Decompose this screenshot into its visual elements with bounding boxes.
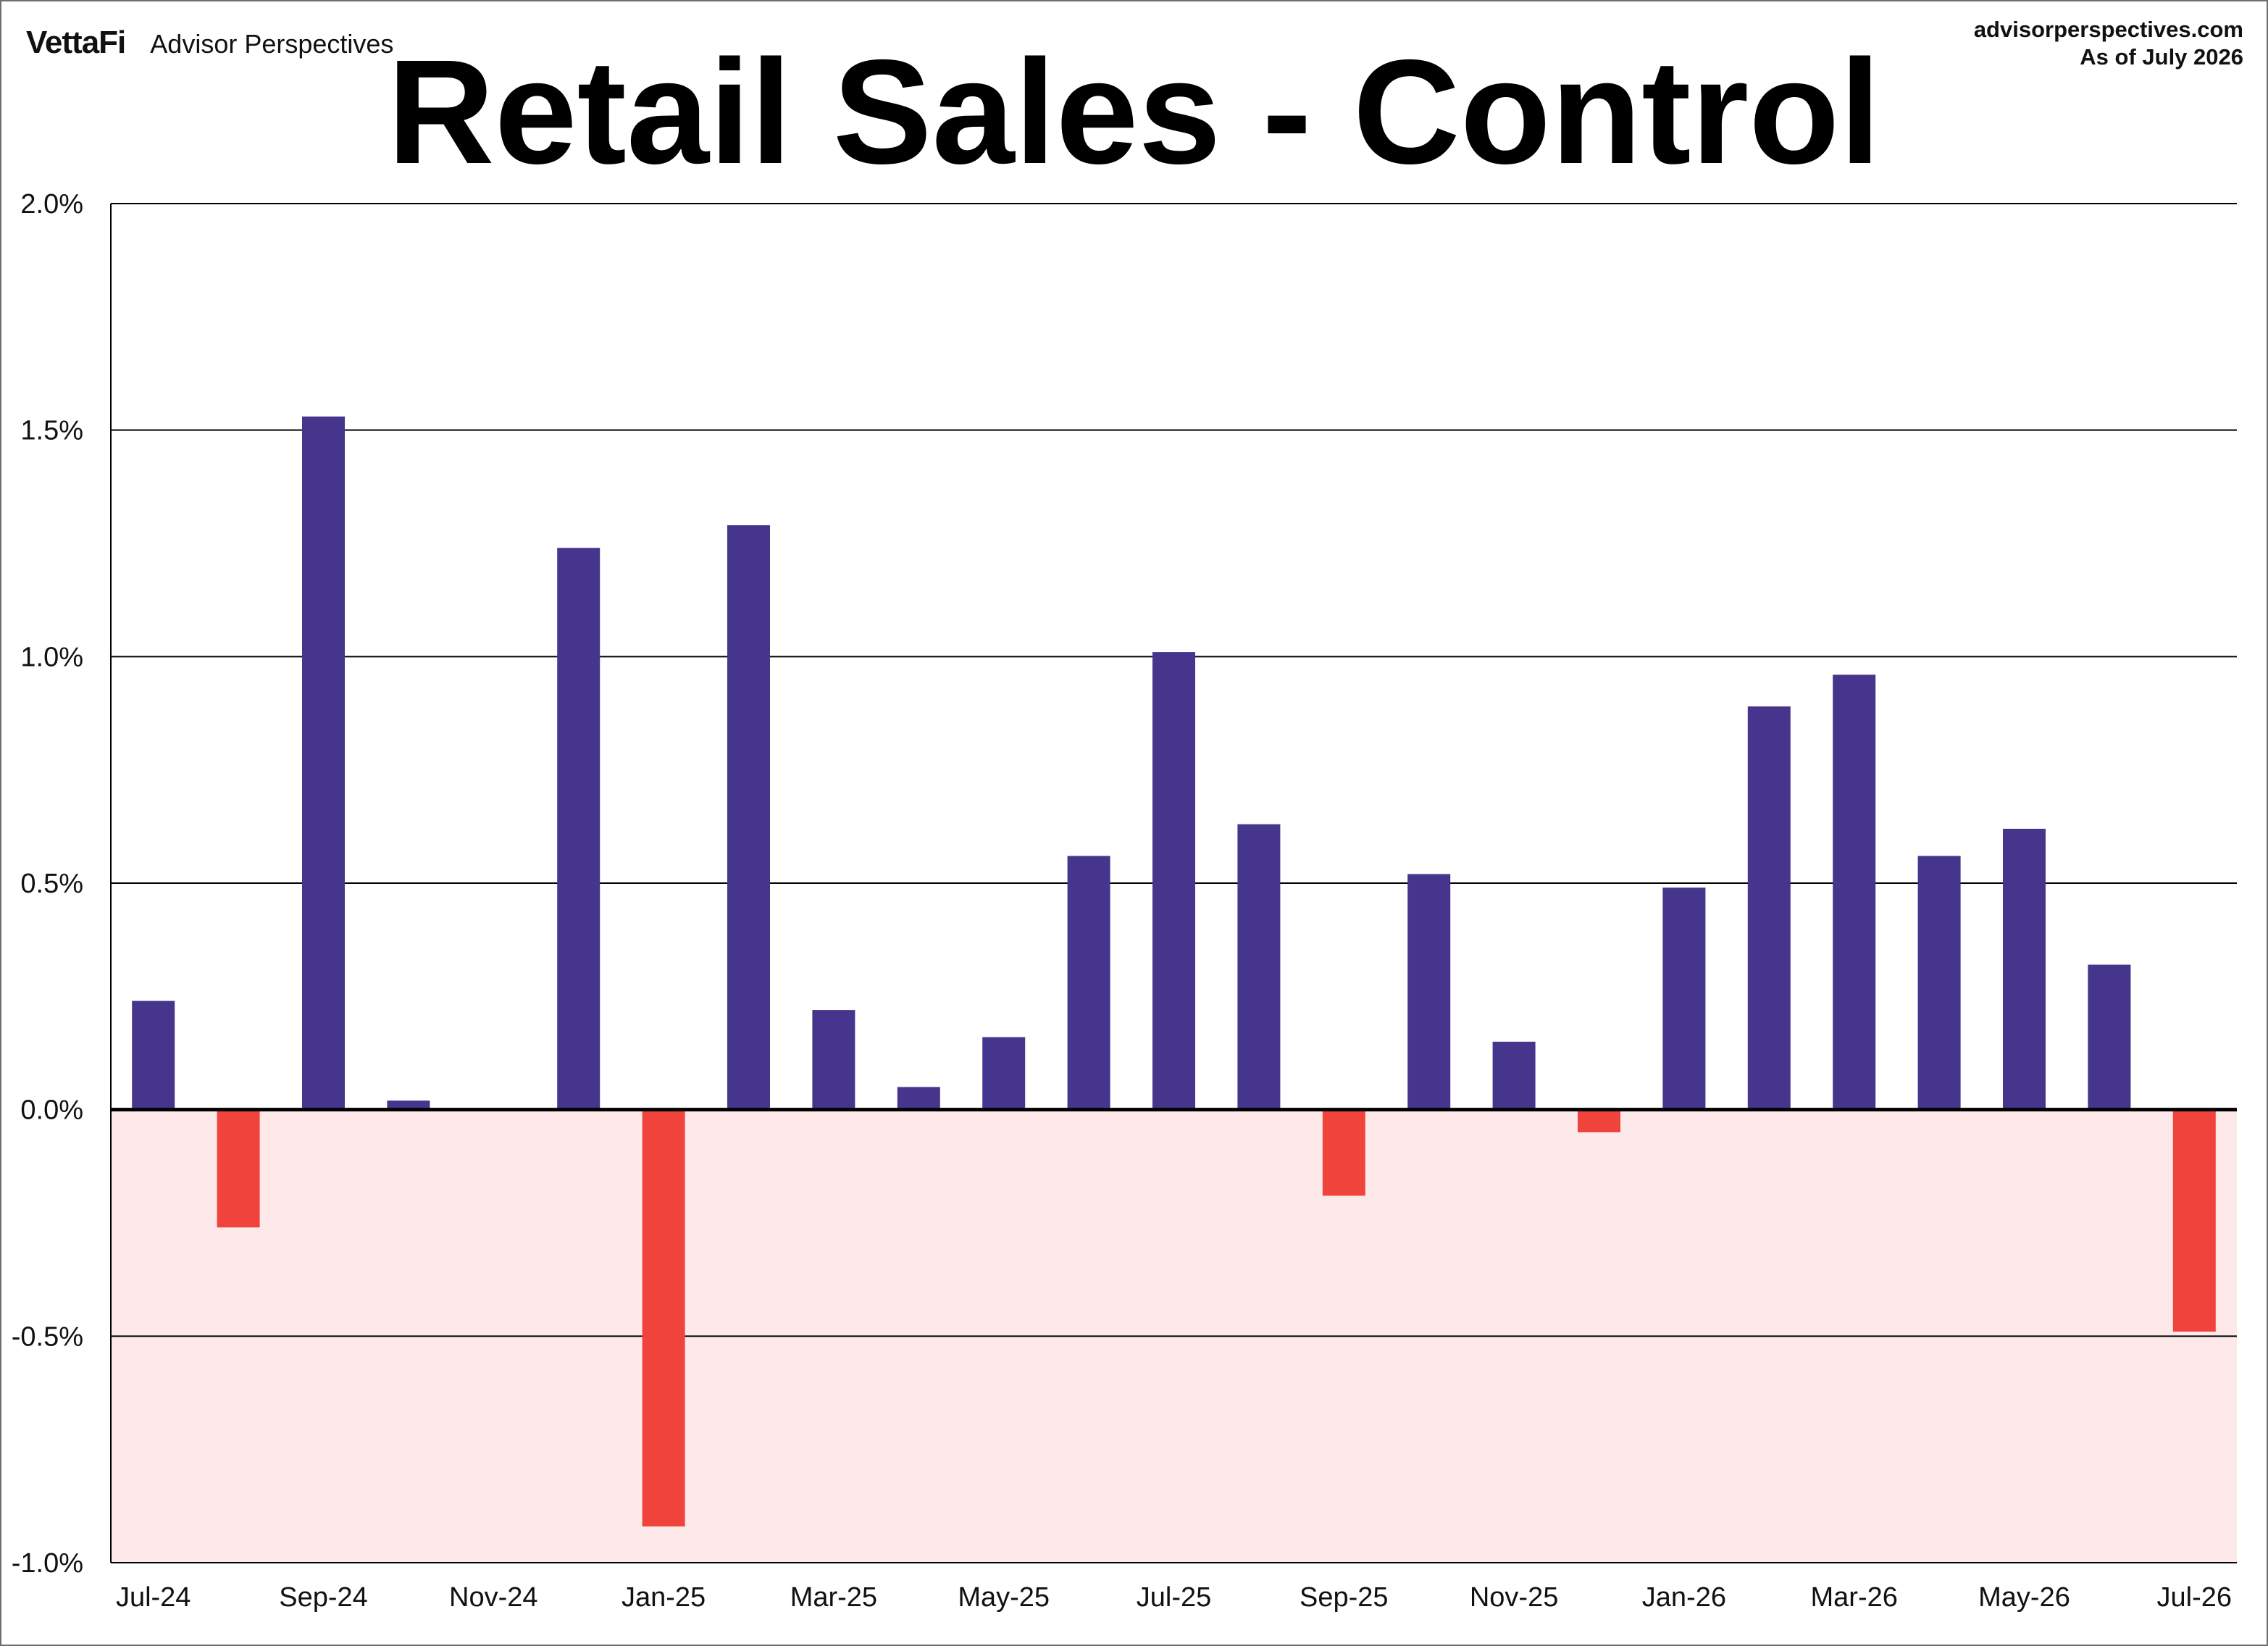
x-tick-label: Jan-25 — [622, 1582, 706, 1613]
bar-May-25 — [982, 1037, 1026, 1110]
bar-Sep-24 — [302, 416, 345, 1110]
bar-Dec-24 — [557, 548, 601, 1110]
bar-Dec-25 — [1578, 1109, 1620, 1132]
x-tick-label: Nov-24 — [449, 1582, 538, 1613]
bar-Jul-26 — [2172, 1109, 2216, 1332]
bar-Mar-26 — [1833, 674, 1876, 1110]
y-tick-label: 0.5% — [20, 869, 83, 899]
bar-May-26 — [2003, 828, 2046, 1110]
y-tick-label: -1.0% — [12, 1548, 83, 1579]
x-tick-label: Mar-25 — [790, 1582, 877, 1613]
bar-Aug-25 — [1237, 824, 1281, 1110]
x-tick-label: May-26 — [1978, 1582, 2070, 1613]
y-tick-label: -0.5% — [12, 1321, 83, 1352]
bar-Nov-25 — [1492, 1041, 1536, 1110]
bar-Apr-26 — [1917, 856, 1961, 1110]
bar-Sep-25 — [1322, 1109, 1365, 1196]
bar-Aug-24 — [217, 1109, 260, 1228]
bar-Oct-25 — [1407, 874, 1451, 1110]
chart-title: Retail Sales - Control — [387, 29, 1881, 195]
x-tick-label: May-25 — [958, 1582, 1050, 1613]
bar-Mar-25 — [812, 1010, 855, 1110]
bar-Apr-25 — [897, 1087, 940, 1110]
bar-Oct-24 — [387, 1100, 430, 1110]
source-info: advisorperspectives.com As of July 2026 — [1974, 16, 2243, 71]
y-tick-label: 0.0% — [20, 1095, 83, 1126]
x-tick-label: Mar-26 — [1811, 1582, 1898, 1613]
x-tick-label: Nov-25 — [1470, 1582, 1559, 1613]
y-tick-label: 2.0% — [20, 189, 83, 220]
vettafi-logo: VettaFi — [26, 25, 126, 60]
bar-Feb-26 — [1747, 706, 1791, 1110]
x-tick-label: Jul-25 — [1137, 1582, 1212, 1613]
bar-Jun-25 — [1067, 856, 1110, 1110]
x-tick-label: Jul-26 — [2157, 1582, 2233, 1613]
y-axis-tick-labels: 2.0% 1.5% 1.0% 0.5% 0.0% -0.5% -1.0% — [12, 189, 83, 1579]
axes — [110, 204, 2237, 1563]
bar-Jun-26 — [2088, 964, 2131, 1110]
bars — [132, 416, 2216, 1526]
brand-name: Advisor Perspectives — [150, 29, 394, 59]
bar-Jul-24 — [132, 1000, 175, 1110]
bar-Feb-25 — [727, 525, 770, 1110]
brand-header: VettaFi Advisor Perspectives — [26, 25, 393, 61]
x-tick-label: Jul-24 — [116, 1582, 191, 1613]
y-tick-label: 1.5% — [20, 416, 83, 446]
bar-Jan-25 — [642, 1109, 685, 1526]
x-tick-label: Sep-24 — [279, 1582, 368, 1613]
x-axis-tick-labels: Jul-24 Sep-24 Nov-24 Jan-25 Mar-25 May-25 Jul-… — [116, 1582, 2232, 1613]
x-tick-label: Jan-26 — [1642, 1582, 1726, 1613]
bar-Jul-25 — [1152, 652, 1195, 1110]
x-tick-label: Sep-25 — [1300, 1582, 1389, 1613]
bar-Jan-26 — [1662, 887, 1706, 1110]
as-of-date: As of July 2026 — [2080, 44, 2243, 70]
source-url: advisorperspectives.com — [1973, 17, 2243, 42]
y-tick-label: 1.0% — [20, 642, 83, 672]
